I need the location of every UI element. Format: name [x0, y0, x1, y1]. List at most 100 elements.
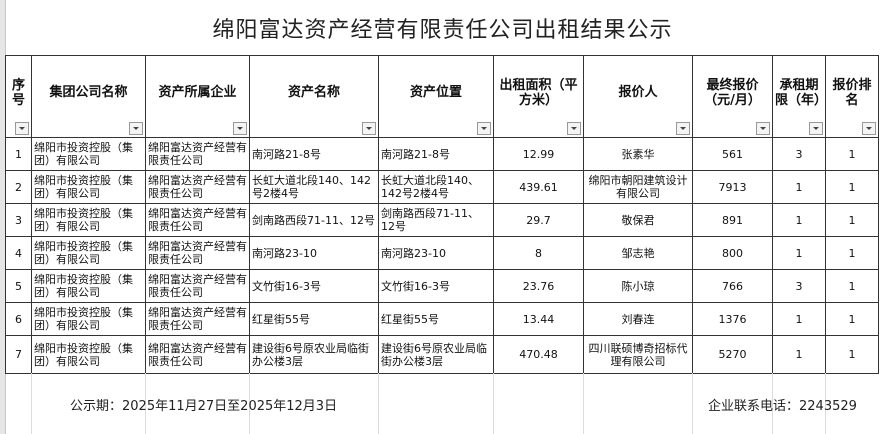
cell-term[interactable]: 3 [772, 269, 826, 303]
cell-bidder[interactable]: 刘春连 [583, 302, 693, 336]
cell-term[interactable]: 1 [772, 302, 826, 336]
filter-dropdown-icon[interactable] [477, 122, 491, 135]
cell-name[interactable]: 南河路23-10 [249, 236, 379, 270]
filter-dropdown-icon[interactable] [809, 122, 823, 135]
cell-bidder[interactable]: 邹志艳 [583, 236, 693, 270]
cell-term[interactable]: 1 [772, 335, 826, 374]
cell-name[interactable]: 红星街55号 [249, 302, 379, 336]
column-header: 最终报价（元/月） [692, 55, 773, 138]
cell-location[interactable]: 南河路21-8号 [378, 137, 494, 171]
cell-area[interactable]: 29.7 [493, 203, 584, 237]
cell-group[interactable]: 绵阳市投资控股（集团）有限公司 [31, 170, 146, 204]
cell-no[interactable]: 5 [5, 269, 32, 303]
results-table: 序号 集团公司名称 资产所属企业 资产名称 资产位置 出租面积（平方米） 报价人 最终报价（元… [5, 55, 879, 374]
column-header-label: 序号 [11, 77, 25, 108]
table-row: 4 绵阳市投资控股（集团）有限公司 绵阳富达资产经营有限责任公司 南河路23-10 南河… [5, 236, 879, 270]
cell-no[interactable]: 3 [5, 203, 32, 237]
cell-term[interactable]: 1 [772, 236, 826, 270]
cell-group[interactable]: 绵阳市投资控股（集团）有限公司 [31, 269, 146, 303]
cell-price[interactable]: 5270 [692, 335, 773, 374]
cell-location[interactable]: 文竹街16-3号 [378, 269, 494, 303]
cell-no[interactable]: 1 [5, 137, 32, 171]
cell-location[interactable]: 剑南路西段71-11、12号 [378, 203, 494, 237]
cell-bidder[interactable]: 绵阳市朝阳建筑设计有限公司 [583, 170, 693, 204]
cell-group[interactable]: 绵阳市投资控股（集团）有限公司 [31, 203, 146, 237]
column-header: 资产位置 [378, 55, 494, 138]
column-header: 出租面积（平方米） [493, 55, 584, 138]
cell-name[interactable]: 建设街6号原农业局临街办公楼3层 [249, 335, 379, 374]
cell-area[interactable]: 470.48 [493, 335, 584, 374]
cell-price[interactable]: 1376 [692, 302, 773, 336]
filter-dropdown-icon[interactable] [756, 122, 770, 135]
cell-bidder[interactable]: 四川联硕博奇招标代理有限公司 [583, 335, 693, 374]
cell-area[interactable]: 13.44 [493, 302, 584, 336]
filter-dropdown-icon[interactable] [567, 122, 581, 135]
cell-rank[interactable]: 1 [825, 203, 879, 237]
cell-rank[interactable]: 1 [825, 302, 879, 336]
cell-name[interactable]: 南河路21-8号 [249, 137, 379, 171]
table-row: 3 绵阳市投资控股（集团）有限公司 绵阳富达资产经营有限责任公司 剑南路西段71-11… [5, 203, 879, 237]
filter-dropdown-icon[interactable] [676, 122, 690, 135]
cell-group[interactable]: 绵阳市投资控股（集团）有限公司 [31, 335, 146, 374]
cell-price[interactable]: 7913 [692, 170, 773, 204]
column-header-label: 报价人 [618, 85, 658, 100]
cell-term[interactable]: 3 [772, 137, 826, 171]
cell-bidder[interactable]: 张素华 [583, 137, 693, 171]
cell-name[interactable]: 文竹街16-3号 [249, 269, 379, 303]
cell-price[interactable]: 561 [692, 137, 773, 171]
cell-location[interactable]: 建设街6号原农业局临街办公楼3层 [378, 335, 494, 374]
cell-group[interactable]: 绵阳市投资控股（集团）有限公司 [31, 236, 146, 270]
column-header-label: 承租期限（年） [775, 77, 826, 108]
cell-rank[interactable]: 1 [825, 269, 879, 303]
cell-location[interactable]: 长虹大道北段140、142号2楼4号 [378, 170, 494, 204]
cell-owner[interactable]: 绵阳富达资产经营有限责任公司 [145, 302, 250, 336]
cell-owner[interactable]: 绵阳富达资产经营有限责任公司 [145, 236, 250, 270]
cell-area[interactable]: 8 [493, 236, 584, 270]
cell-name[interactable]: 长虹大道北段140、142号2楼4号 [249, 170, 379, 204]
cell-rank[interactable]: 1 [825, 170, 879, 204]
cell-group[interactable]: 绵阳市投资控股（集团）有限公司 [31, 302, 146, 336]
filter-dropdown-icon[interactable] [362, 122, 376, 135]
cell-price[interactable]: 800 [692, 236, 773, 270]
cell-price[interactable]: 891 [692, 203, 773, 237]
filter-dropdown-icon[interactable] [129, 122, 143, 135]
cell-no[interactable]: 2 [5, 170, 32, 204]
cell-rank[interactable]: 1 [825, 137, 879, 171]
cell-no[interactable]: 6 [5, 302, 32, 336]
table-row: 5 绵阳市投资控股（集团）有限公司 绵阳富达资产经营有限责任公司 文竹街16-3号 文竹… [5, 269, 879, 303]
cell-area[interactable]: 12.99 [493, 137, 584, 171]
column-header: 承租期限（年） [772, 55, 826, 138]
cell-no[interactable]: 4 [5, 236, 32, 270]
cell-area[interactable]: 439.61 [493, 170, 584, 204]
cell-owner[interactable]: 绵阳富达资产经营有限责任公司 [145, 170, 250, 204]
filter-dropdown-icon[interactable] [233, 122, 247, 135]
cell-no[interactable]: 7 [5, 335, 32, 374]
cell-owner[interactable]: 绵阳富达资产经营有限责任公司 [145, 269, 250, 303]
cell-owner[interactable]: 绵阳富达资产经营有限责任公司 [145, 335, 250, 374]
table-row: 2 绵阳市投资控股（集团）有限公司 绵阳富达资产经营有限责任公司 长虹大道北段140、… [5, 170, 879, 204]
cell-group[interactable]: 绵阳市投资控股（集团）有限公司 [31, 137, 146, 171]
cell-bidder[interactable]: 陈小琼 [583, 269, 693, 303]
cell-area[interactable]: 23.76 [493, 269, 584, 303]
cell-term[interactable]: 1 [772, 170, 826, 204]
page-title: 绵阳富达资产经营有限责任公司出租结果公示 [212, 17, 673, 43]
cell-rank[interactable]: 1 [825, 236, 879, 270]
filter-dropdown-icon[interactable] [862, 122, 876, 135]
cell-owner[interactable]: 绵阳富达资产经营有限责任公司 [145, 137, 250, 171]
cell-bidder[interactable]: 敬保君 [583, 203, 693, 237]
contact-phone: 企业联系电话：2243529 [708, 399, 857, 414]
publicity-period: 公示期：2025年11月27日至2025年12月3日 [70, 399, 338, 414]
column-header-label: 资产所属企业 [158, 85, 237, 100]
cell-location[interactable]: 南河路23-10 [378, 236, 494, 270]
cell-name[interactable]: 剑南路西段71-11、12号 [249, 203, 379, 237]
cell-location[interactable]: 红星街55号 [378, 302, 494, 336]
column-header-label: 最终报价（元/月） [704, 77, 761, 108]
cell-owner[interactable]: 绵阳富达资产经营有限责任公司 [145, 203, 250, 237]
cell-rank[interactable]: 1 [825, 335, 879, 374]
cell-term[interactable]: 1 [772, 203, 826, 237]
column-header: 序号 [5, 55, 32, 138]
filter-dropdown-icon[interactable] [15, 122, 29, 135]
cell-price[interactable]: 766 [692, 269, 773, 303]
header-row: 序号 集团公司名称 资产所属企业 资产名称 资产位置 出租面积（平方米） 报价人 最终报价（元… [5, 55, 879, 138]
column-header: 资产名称 [249, 55, 379, 138]
